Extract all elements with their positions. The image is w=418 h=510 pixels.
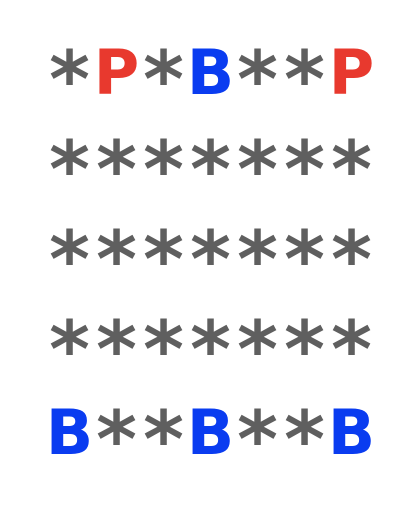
empty-cell-star[interactable]: * xyxy=(96,396,137,486)
empty-cell-star[interactable]: * xyxy=(237,126,278,216)
empty-cell-star[interactable]: * xyxy=(96,306,137,396)
empty-cell-star[interactable]: * xyxy=(143,396,184,486)
empty-cell-star[interactable]: * xyxy=(237,396,278,486)
empty-cell-star[interactable]: * xyxy=(284,216,325,306)
empty-cell-star[interactable]: * xyxy=(143,306,184,396)
empty-cell-star[interactable]: * xyxy=(237,306,278,396)
empty-cell-star[interactable]: * xyxy=(143,36,184,126)
empty-cell-star[interactable]: * xyxy=(284,306,325,396)
empty-cell-star[interactable]: * xyxy=(143,216,184,306)
empty-cell-star[interactable]: * xyxy=(331,126,372,216)
empty-cell-star[interactable]: * xyxy=(190,216,231,306)
board-row: * * * * * * * xyxy=(46,306,376,396)
empty-cell-star[interactable]: * xyxy=(284,396,325,486)
empty-cell-star[interactable]: * xyxy=(49,306,90,396)
board-row: * * * * * * * xyxy=(46,216,376,306)
piece-p[interactable]: P xyxy=(328,36,375,109)
empty-cell-star[interactable]: * xyxy=(143,126,184,216)
empty-cell-star[interactable]: * xyxy=(49,36,90,126)
empty-cell-star[interactable]: * xyxy=(190,126,231,216)
empty-cell-star[interactable]: * xyxy=(49,126,90,216)
empty-cell-star[interactable]: * xyxy=(49,216,90,306)
empty-cell-star[interactable]: * xyxy=(331,216,372,306)
empty-cell-star[interactable]: * xyxy=(331,306,372,396)
piece-b[interactable]: B xyxy=(186,36,235,109)
empty-cell-star[interactable]: * xyxy=(96,216,137,306)
empty-cell-star[interactable]: * xyxy=(284,126,325,216)
board-row: * * * * * * * xyxy=(46,126,376,216)
empty-cell-star[interactable]: * xyxy=(237,36,278,126)
empty-cell-star[interactable]: * xyxy=(284,36,325,126)
piece-b[interactable]: B xyxy=(186,396,235,469)
piece-b[interactable]: B xyxy=(45,396,94,469)
board-row: * P * B * * P xyxy=(46,36,376,126)
board-row: B * * B * * B xyxy=(45,396,376,486)
piece-p[interactable]: P xyxy=(93,36,140,109)
empty-cell-star[interactable]: * xyxy=(190,306,231,396)
game-board: * P * B * * P * * * * * * * * * * * * * * * * * * * * * B * * B * * B xyxy=(45,36,376,486)
piece-b[interactable]: B xyxy=(327,396,376,469)
empty-cell-star[interactable]: * xyxy=(96,126,137,216)
empty-cell-star[interactable]: * xyxy=(237,216,278,306)
